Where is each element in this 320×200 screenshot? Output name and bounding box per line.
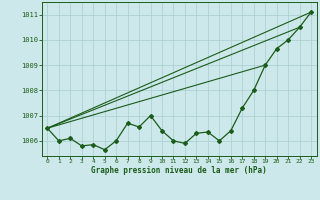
X-axis label: Graphe pression niveau de la mer (hPa): Graphe pression niveau de la mer (hPa) <box>91 166 267 175</box>
